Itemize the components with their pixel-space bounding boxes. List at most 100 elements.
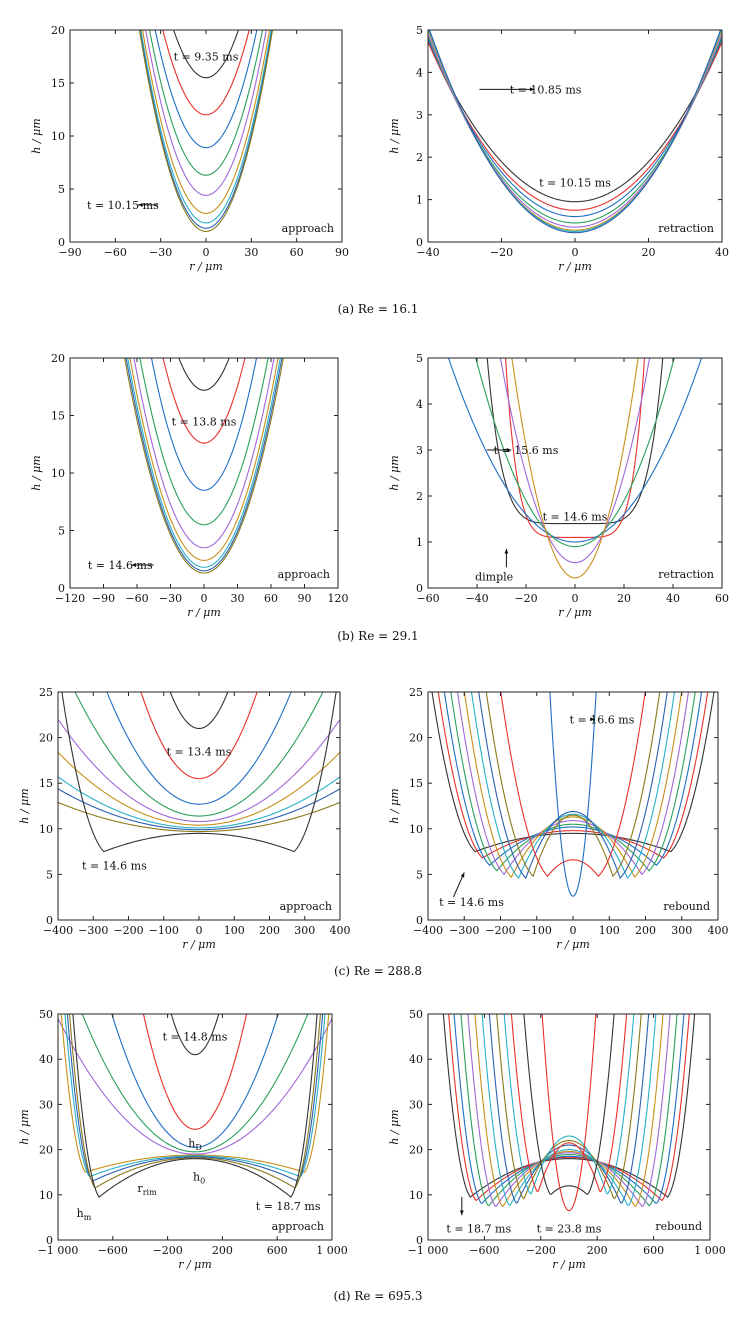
series-line-6 — [64, 1014, 326, 1178]
x-tick-label: −1 000 — [408, 1244, 449, 1257]
annotation-label: t = 14.6 ms — [439, 896, 504, 909]
x-axis-label: r / μm — [558, 260, 592, 273]
y-tick-label: 20 — [409, 732, 423, 745]
series-line-3 — [450, 692, 696, 872]
annotation-label: t = 10.15 ms — [539, 177, 611, 190]
x-tick-label: −600 — [98, 1244, 128, 1257]
x-tick-label: −100 — [522, 924, 552, 937]
x-tick-label: −60 — [125, 592, 148, 605]
plot-frame — [69, 357, 339, 589]
series-line-8 — [58, 801, 340, 833]
annotation-label: t = 15.6 ms — [494, 444, 559, 457]
y-axis-label: h / μm — [30, 118, 43, 153]
y-tick-label: 2 — [416, 490, 423, 503]
caption-c: (c) Re = 288.8 — [334, 964, 422, 978]
series-group — [428, 30, 722, 234]
x-tick-label: −60 — [416, 592, 439, 605]
series-line-6 — [481, 1014, 657, 1206]
annotation-arrowhead — [459, 1210, 464, 1216]
x-tick-label: −40 — [465, 592, 488, 605]
annotation-label: t = 13.4 ms — [167, 745, 232, 758]
x-tick-label: 1 000 — [316, 1244, 348, 1257]
y-tick-label: 5 — [58, 525, 65, 538]
y-tick-label: 0 — [58, 582, 65, 595]
phase-label: approach — [278, 568, 330, 581]
series-line-9 — [503, 1014, 635, 1195]
x-tick-label: 1 000 — [694, 1244, 726, 1257]
series-line-3 — [74, 692, 324, 817]
y-axis-label: h / μm — [388, 788, 401, 823]
x-tick-label: −300 — [78, 924, 108, 937]
x-tick-label: 30 — [231, 592, 245, 605]
series-line-4 — [58, 1018, 332, 1155]
annotation-label: h0 — [193, 1171, 205, 1186]
series-line-2 — [111, 1014, 279, 1148]
series-line-5 — [463, 692, 683, 879]
x-axis-label: r / μm — [189, 260, 223, 273]
y-axis-label: h / μm — [388, 118, 401, 153]
chart-a-retraction: −40 −20 0 20 40 0 1 2 3 4 5 r / μm h / μm retraction t… — [388, 24, 729, 273]
x-tick-label: 20 — [642, 246, 656, 259]
y-tick-label: 20 — [39, 732, 53, 745]
y-tick-label: 0 — [416, 1234, 423, 1247]
y-tick-label: 10 — [39, 1189, 53, 1202]
plot-frame — [427, 357, 723, 589]
series-line-8 — [68, 1014, 322, 1189]
annotation-label: hm — [77, 1207, 92, 1222]
annotation-label: t = 10.15 ms — [87, 199, 159, 212]
caption-b: (b) Re = 29.1 — [337, 629, 418, 643]
x-tick-label: 60 — [715, 592, 729, 605]
annotation-label: t = 16.6 ms — [570, 713, 635, 726]
series-group — [58, 1014, 332, 1198]
y-tick-label: 30 — [409, 1098, 423, 1111]
series-group — [58, 692, 340, 853]
series-line-0 — [178, 358, 230, 391]
x-tick-label: −200 — [485, 924, 515, 937]
series-line-0 — [486, 358, 664, 525]
y-axis-label: h / μm — [388, 455, 401, 490]
x-tick-label: 40 — [666, 592, 680, 605]
series-line-1 — [140, 692, 258, 780]
y-tick-label: 15 — [409, 777, 423, 790]
series-line-1 — [448, 1014, 690, 1202]
y-tick-label: 0 — [46, 914, 53, 927]
series-line-3 — [460, 1014, 678, 1207]
x-axis-label: r / μm — [187, 606, 221, 619]
y-tick-label: 30 — [39, 1098, 53, 1111]
x-tick-label: 0 — [196, 924, 203, 937]
series-line-7 — [139, 30, 273, 229]
series-line-5 — [511, 358, 639, 579]
series-line-5 — [141, 30, 271, 214]
y-axis-label: h / μm — [30, 455, 43, 490]
series-line-1 — [437, 692, 709, 859]
series-line-4 — [467, 1014, 671, 1207]
caption-a: (a) Re = 16.1 — [338, 302, 419, 316]
y-tick-label: 25 — [39, 686, 53, 699]
series-line-2 — [150, 358, 258, 491]
y-axis-label: h / μm — [18, 788, 31, 823]
x-tick-label: −100 — [149, 924, 179, 937]
annotation-label: t = 18.7 ms — [446, 1223, 511, 1236]
series-line-12 — [541, 1014, 597, 1212]
series-line-4 — [456, 692, 690, 876]
x-tick-label: 200 — [212, 1244, 233, 1257]
series-line-7 — [428, 30, 722, 234]
x-tick-label: −1 000 — [38, 1244, 79, 1257]
chart-b-approach: −120 −90 −60 −30 0 30 60 90 120 0 5 10 15 20 r / μm h /… — [30, 352, 349, 619]
series-line-4 — [145, 30, 267, 196]
x-tick-label: 90 — [335, 246, 349, 259]
y-tick-label: 4 — [416, 66, 423, 79]
y-tick-label: 2 — [416, 151, 423, 164]
x-tick-label: −60 — [104, 246, 127, 259]
series-line-8 — [485, 692, 661, 878]
series-line-8 — [496, 1014, 642, 1199]
series-line-6 — [127, 358, 281, 568]
annotation-arrowhead — [504, 548, 509, 554]
x-tick-label: 0 — [570, 924, 577, 937]
annotation-label: t = 14.6 ms — [82, 859, 147, 872]
y-tick-label: 5 — [416, 352, 423, 365]
x-tick-label: −90 — [92, 592, 115, 605]
phase-label: approach — [272, 1220, 324, 1233]
y-tick-label: 50 — [409, 1008, 423, 1021]
y-tick-label: 20 — [409, 1144, 423, 1157]
